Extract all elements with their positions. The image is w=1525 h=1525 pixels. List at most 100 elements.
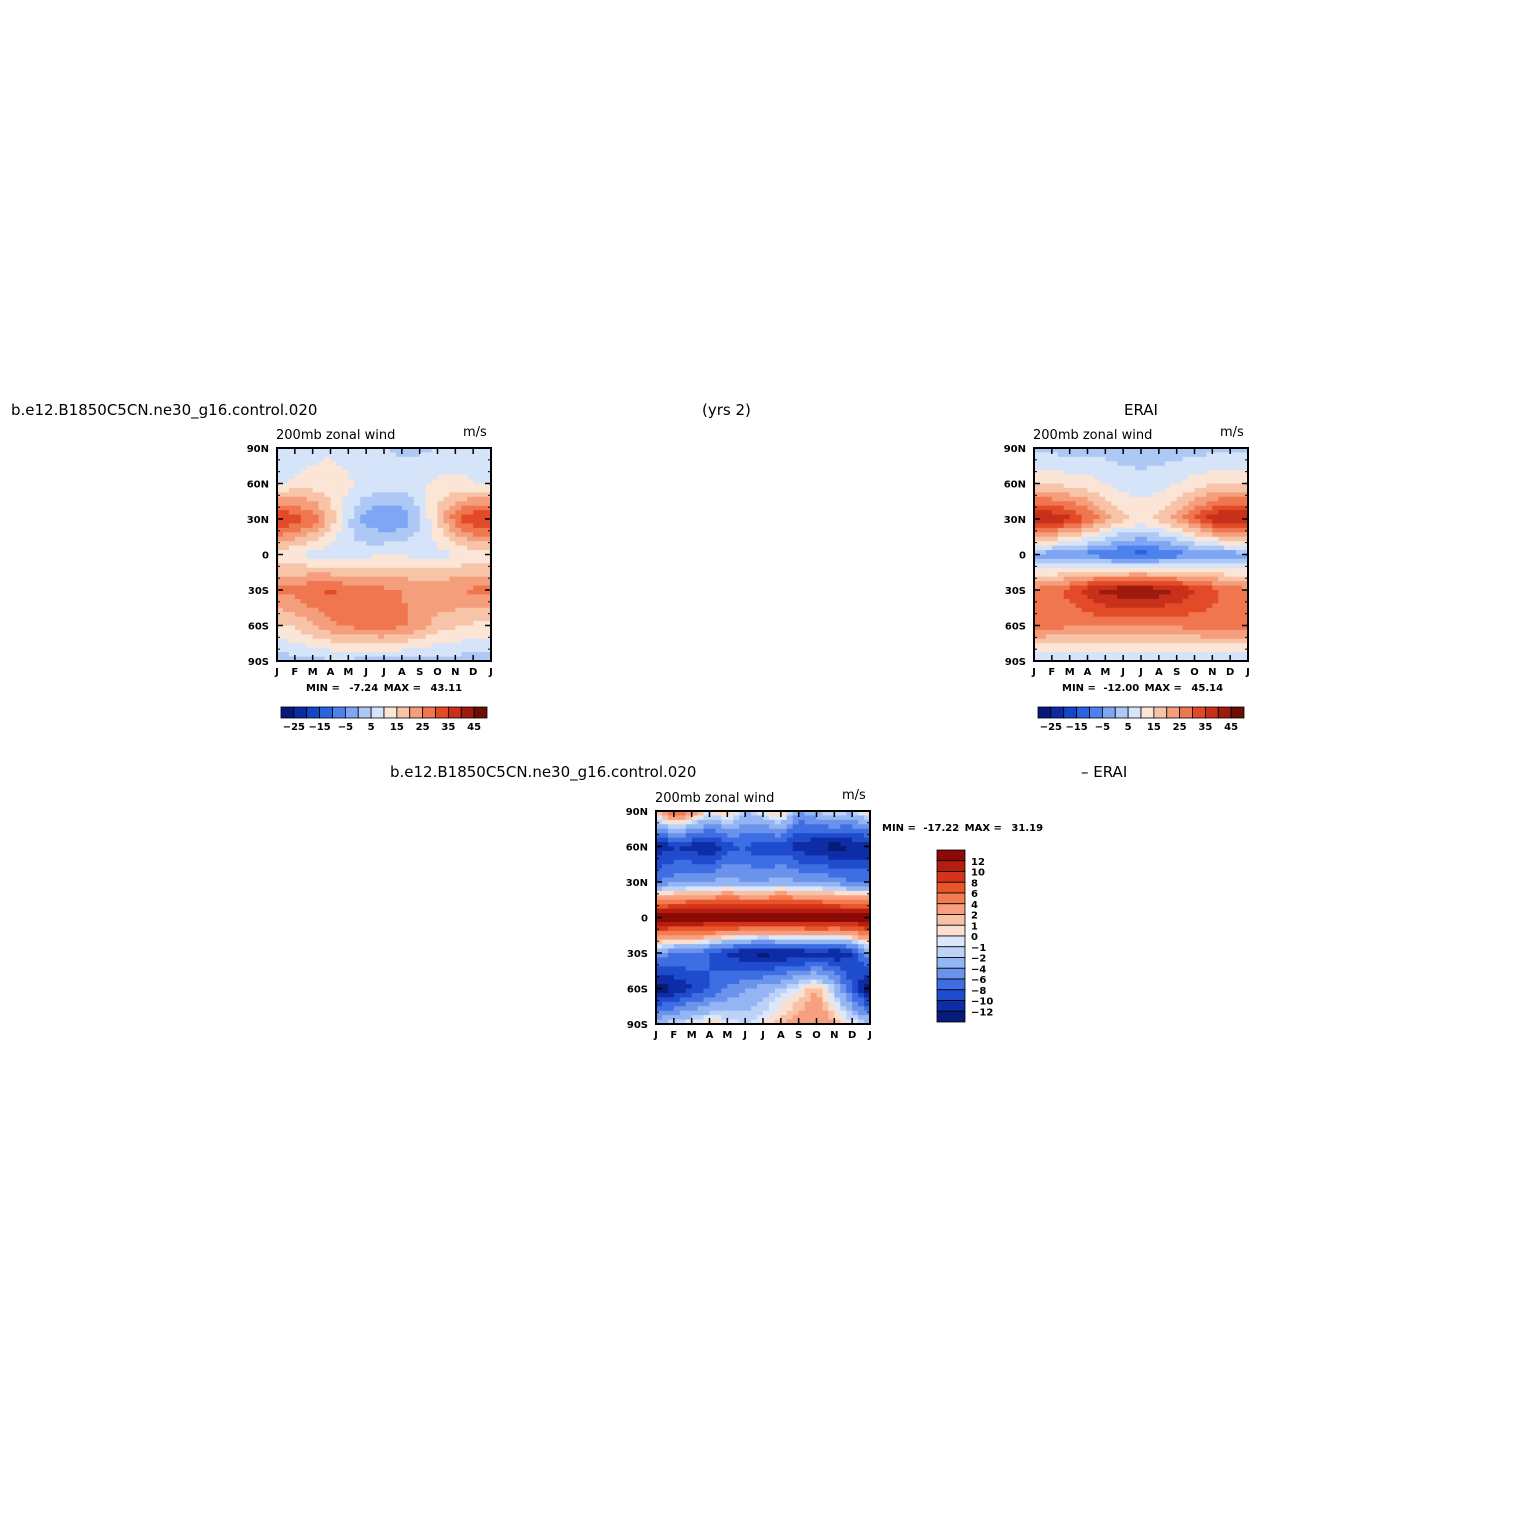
diff-cell bbox=[679, 855, 687, 861]
obs-cell bbox=[1129, 550, 1136, 555]
model-cell bbox=[336, 612, 343, 618]
model-cell bbox=[330, 501, 337, 507]
model-cell bbox=[485, 550, 492, 555]
obs-cell bbox=[1176, 616, 1184, 622]
obs-cell bbox=[1182, 581, 1189, 586]
model-cell bbox=[312, 474, 320, 480]
diff-cell bbox=[840, 908, 847, 914]
model-cell bbox=[366, 465, 373, 471]
model-cell bbox=[461, 638, 468, 644]
model-cell bbox=[378, 505, 385, 511]
model-cell bbox=[413, 629, 421, 635]
obs-cell bbox=[1170, 492, 1178, 498]
model-cell bbox=[443, 550, 450, 555]
obs-cell bbox=[1063, 487, 1071, 493]
obs-cell bbox=[1164, 621, 1172, 626]
model-cell bbox=[473, 652, 480, 657]
model-cell bbox=[300, 585, 308, 591]
obs-cell bbox=[1063, 598, 1071, 604]
model-cell bbox=[461, 634, 468, 640]
diff-cell bbox=[846, 833, 853, 839]
diff-cell bbox=[656, 970, 663, 976]
obs-cell bbox=[1224, 581, 1231, 586]
obs-cell bbox=[1105, 598, 1112, 604]
obs-cell bbox=[1123, 656, 1130, 662]
obs-cell bbox=[1218, 594, 1225, 600]
obs-cell bbox=[1152, 448, 1160, 453]
model-cell bbox=[294, 519, 302, 524]
obs-cell bbox=[1224, 621, 1231, 626]
obs-cell bbox=[1123, 474, 1130, 480]
diff-cell bbox=[751, 846, 758, 852]
diff-cell bbox=[751, 828, 758, 834]
model-cell bbox=[437, 536, 444, 542]
diff-cell bbox=[667, 953, 675, 958]
diff-cell bbox=[864, 926, 871, 932]
diff-cell bbox=[661, 926, 669, 932]
obs-cell bbox=[1063, 647, 1071, 653]
obs-cell bbox=[1242, 532, 1249, 538]
model-cell bbox=[443, 483, 450, 489]
diff-cell bbox=[733, 939, 740, 945]
model-cell bbox=[360, 585, 367, 591]
obs-cell bbox=[1081, 461, 1088, 467]
obs-cell bbox=[1123, 594, 1130, 600]
model-cell bbox=[467, 572, 474, 578]
obs-cell bbox=[1105, 590, 1112, 595]
diff-cell bbox=[715, 837, 722, 843]
obs-cell bbox=[1135, 479, 1142, 484]
model-cell bbox=[389, 514, 397, 520]
diff-cell bbox=[757, 886, 764, 892]
diff-cell bbox=[828, 864, 835, 870]
model-cell bbox=[473, 616, 480, 622]
diff-cell bbox=[774, 842, 782, 847]
obs-cell bbox=[1087, 523, 1094, 529]
model-cell bbox=[348, 510, 355, 515]
diff-cell bbox=[745, 953, 752, 958]
diff-cell bbox=[751, 948, 758, 954]
obs-cell bbox=[1099, 594, 1106, 600]
model-cell bbox=[306, 527, 314, 533]
obs-cell bbox=[1057, 647, 1065, 653]
obs-cell bbox=[1182, 501, 1189, 507]
obs-cell bbox=[1236, 652, 1243, 657]
obs-cell bbox=[1230, 545, 1237, 551]
obs-cell bbox=[1212, 558, 1219, 564]
model-cell bbox=[425, 519, 432, 524]
diff-cell bbox=[715, 882, 722, 887]
obs-xtick-label: D bbox=[1226, 667, 1234, 678]
obs-cell bbox=[1170, 448, 1178, 453]
obs-cell bbox=[1176, 536, 1184, 542]
diff-cell bbox=[733, 921, 740, 927]
model-cell bbox=[389, 523, 397, 529]
model-case-title: b.e12.B1850C5CN.ne30_g16.control.020 bbox=[11, 401, 318, 419]
model-cell bbox=[425, 616, 432, 622]
obs-cell bbox=[1135, 523, 1142, 529]
model-cell bbox=[378, 594, 385, 600]
obs-cell bbox=[1051, 607, 1059, 613]
diff-cell bbox=[751, 935, 758, 941]
model-cell bbox=[312, 554, 320, 560]
obs-cell bbox=[1230, 634, 1237, 640]
diff-cell bbox=[739, 935, 746, 941]
model-cell bbox=[288, 598, 296, 604]
obs-cell bbox=[1034, 563, 1041, 569]
model-cell bbox=[473, 536, 480, 542]
diff-cell bbox=[834, 890, 841, 896]
diff-cell bbox=[828, 811, 835, 816]
diff-cell bbox=[804, 966, 811, 972]
diff-cell bbox=[709, 904, 716, 910]
obs-cell bbox=[1224, 496, 1231, 502]
obs-cell bbox=[1069, 479, 1077, 484]
model-cell bbox=[431, 590, 438, 595]
model-cell bbox=[419, 616, 427, 622]
model-cell bbox=[467, 527, 474, 533]
obs-cell bbox=[1212, 612, 1219, 618]
diff-cell bbox=[792, 913, 800, 918]
diff-cell bbox=[774, 882, 782, 887]
diff-cell bbox=[816, 953, 823, 958]
diff-cell bbox=[667, 868, 675, 874]
obs-cell bbox=[1164, 448, 1172, 453]
model-cell bbox=[479, 652, 486, 657]
diff-cell bbox=[667, 837, 675, 843]
